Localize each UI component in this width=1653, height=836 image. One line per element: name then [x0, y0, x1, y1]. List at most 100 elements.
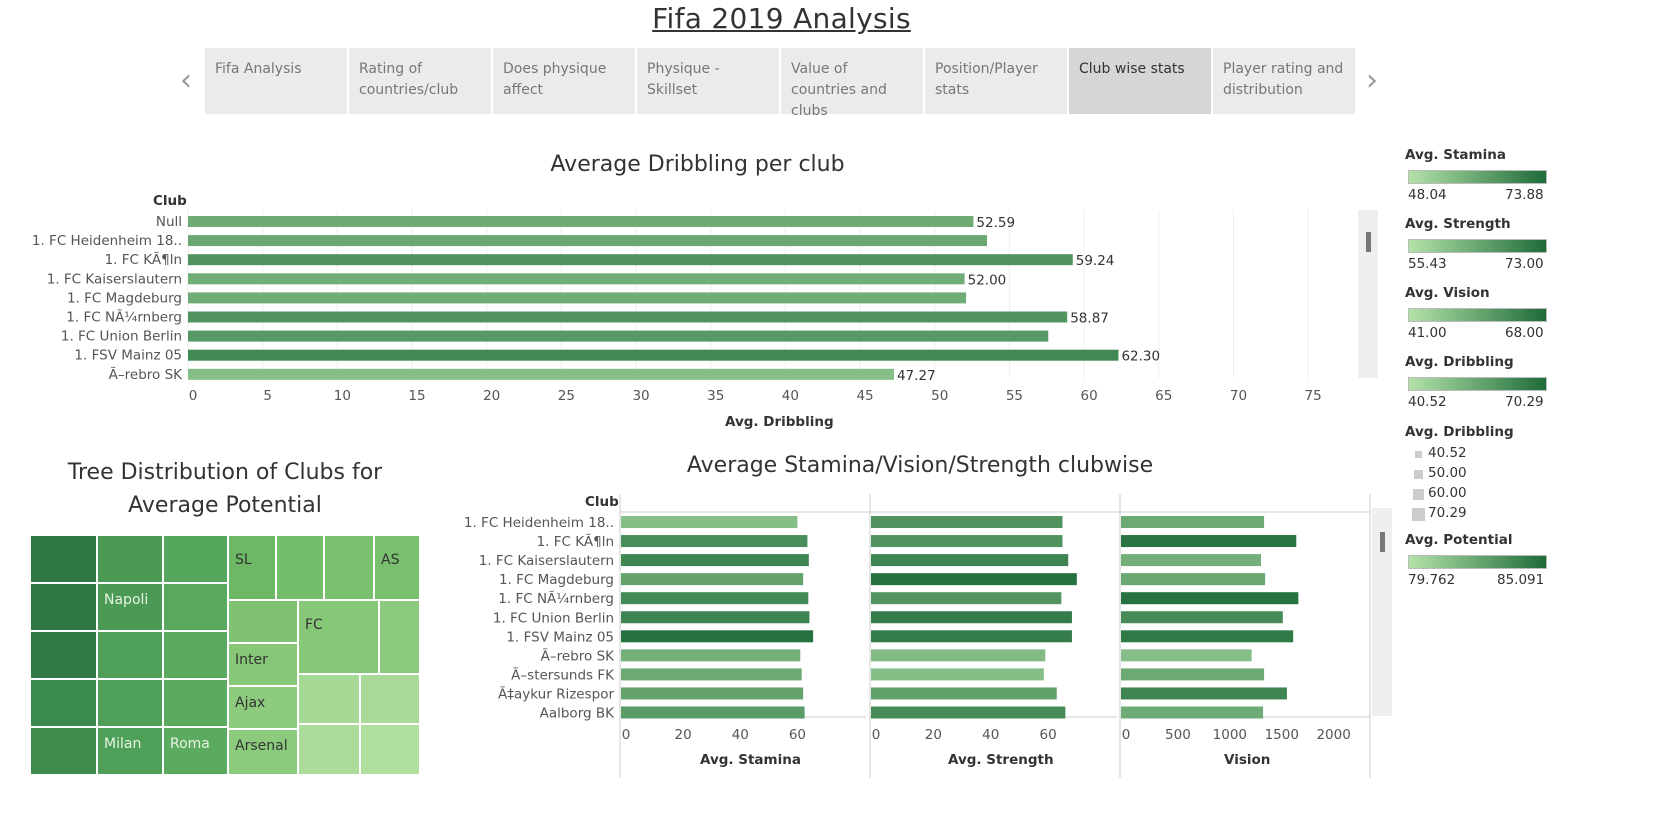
- tab-club-wise-stats[interactable]: Club wise stats: [1069, 48, 1211, 114]
- treemap-cell[interactable]: [163, 679, 228, 727]
- treemap-cell[interactable]: [163, 535, 228, 583]
- multi-bar[interactable]: [871, 516, 1063, 528]
- treemap-cell[interactable]: Ajax: [228, 686, 298, 729]
- treemap-cell[interactable]: [163, 583, 228, 631]
- treemap-cell[interactable]: Milan: [97, 727, 163, 775]
- tab-fifa-analysis[interactable]: Fifa Analysis: [205, 48, 347, 114]
- treemap-cell[interactable]: AS: [374, 535, 420, 600]
- multi-bar[interactable]: [1121, 535, 1297, 548]
- multi-bar[interactable]: [1121, 706, 1264, 719]
- multi-bar[interactable]: [871, 630, 1072, 643]
- dribbling-bar[interactable]: [188, 368, 894, 380]
- chevron-right-icon[interactable]: ›: [1366, 63, 1378, 98]
- multi-bar[interactable]: [621, 592, 809, 605]
- treemap-cell[interactable]: SL: [228, 535, 276, 600]
- dribbling-x-tick: 20: [483, 388, 500, 404]
- dribbling-bar[interactable]: [188, 216, 974, 227]
- multi-bar[interactable]: [1121, 611, 1283, 624]
- dribbling-bar[interactable]: [188, 273, 965, 285]
- treemap-cell[interactable]: [30, 535, 97, 583]
- treemap-cell[interactable]: Arsenal: [228, 729, 298, 775]
- treemap-cell[interactable]: [30, 679, 97, 727]
- multi-bar[interactable]: [621, 706, 805, 719]
- multi-bar[interactable]: [871, 649, 1046, 662]
- multi-bar[interactable]: [621, 573, 804, 586]
- multi-bar[interactable]: [1121, 687, 1287, 700]
- treemap-cell[interactable]: Roma: [163, 727, 228, 775]
- multi-bar[interactable]: [621, 554, 809, 567]
- treemap-cell[interactable]: [360, 724, 420, 775]
- potential-legend-max: 85.091: [1497, 572, 1545, 588]
- multi-bar[interactable]: [871, 573, 1077, 586]
- dribbling-scrollbar[interactable]: [1358, 210, 1378, 378]
- multi-bar[interactable]: [621, 630, 814, 643]
- multi-bar[interactable]: [871, 687, 1057, 700]
- dribbling-bar[interactable]: [188, 349, 1119, 361]
- multi-club-label: Ã–stersunds FK: [511, 666, 615, 683]
- treemap-cell[interactable]: Napoli: [97, 583, 163, 631]
- tab-does-physique-affect[interactable]: Does physique affect: [493, 48, 635, 114]
- treemap-cell[interactable]: [379, 600, 420, 674]
- treemap-label: Inter: [235, 652, 268, 668]
- multi-bar[interactable]: [1121, 630, 1294, 643]
- dribbling-club-label: 1. FC NÃ¼rnberg: [66, 309, 182, 326]
- dribbling-bar[interactable]: [188, 311, 1068, 323]
- tab-player-rating-and-distribution[interactable]: Player rating and distribution: [1213, 48, 1355, 114]
- dribbling-club-label: 1. FC Heidenheim 18..: [32, 233, 182, 249]
- dribbling-bar[interactable]: [188, 254, 1073, 266]
- multi-bar[interactable]: [1121, 668, 1265, 681]
- multi-bar[interactable]: [871, 592, 1062, 605]
- treemap-cell[interactable]: [228, 600, 298, 643]
- treemap-cell[interactable]: [30, 727, 97, 775]
- tab-physique-skillset[interactable]: Physique - Skillset: [637, 48, 779, 114]
- multi-bar[interactable]: [871, 668, 1044, 681]
- tab-value-of-countries-and-clubs[interactable]: Value of countries and clubs: [781, 48, 923, 119]
- treemap-cell[interactable]: [298, 674, 360, 724]
- treemap-cell[interactable]: [324, 535, 374, 600]
- dribbling-legend-gradient: [1408, 377, 1547, 391]
- multi-scroll-thumb[interactable]: [1380, 532, 1385, 552]
- multi-bar[interactable]: [871, 706, 1066, 719]
- treemap-cell[interactable]: FC: [298, 600, 379, 674]
- dribbling-scroll-thumb[interactable]: [1366, 232, 1371, 252]
- strength-legend-gradient: [1408, 239, 1547, 253]
- tab-rating-of-countries-club[interactable]: Rating of countries/club: [349, 48, 491, 114]
- treemap-cell[interactable]: [30, 631, 97, 679]
- multi-bar[interactable]: [871, 554, 1069, 567]
- treemap-cell[interactable]: [163, 631, 228, 679]
- tab-position-player-stats[interactable]: Position/Player stats: [925, 48, 1067, 114]
- treemap-cell[interactable]: [276, 535, 324, 600]
- multi-bar[interactable]: [871, 535, 1063, 548]
- dribbling-size-legend-value: 60.00: [1428, 485, 1467, 501]
- dribbling-bar[interactable]: [188, 292, 967, 304]
- multi-x-tick: 2000: [1316, 727, 1350, 743]
- multi-bar[interactable]: [621, 611, 810, 624]
- stamina-legend-min: 48.04: [1408, 187, 1447, 203]
- dribbling-club-label: 1. FC KÃ¶ln: [105, 251, 182, 268]
- multi-scrollbar[interactable]: [1372, 508, 1392, 716]
- multi-bar[interactable]: [621, 687, 804, 700]
- multi-bar[interactable]: [1121, 573, 1266, 586]
- chevron-left-icon[interactable]: ‹: [180, 63, 192, 98]
- multi-bar[interactable]: [621, 649, 801, 662]
- multi-bar[interactable]: [871, 611, 1072, 624]
- treemap-label: Milan: [104, 736, 142, 752]
- treemap-cell[interactable]: Inter: [228, 643, 298, 686]
- dribbling-size-swatch: [1413, 489, 1424, 500]
- dribbling-bar[interactable]: [188, 235, 988, 247]
- treemap-cell[interactable]: [97, 679, 163, 727]
- treemap-cell[interactable]: [30, 583, 97, 631]
- dribbling-bar[interactable]: [188, 330, 1049, 342]
- multi-bar[interactable]: [1121, 649, 1252, 662]
- treemap-cell[interactable]: [360, 674, 420, 724]
- multi-bar[interactable]: [621, 516, 798, 528]
- treemap-cell[interactable]: [97, 535, 163, 583]
- multi-bar[interactable]: [621, 668, 802, 681]
- treemap-cell[interactable]: [298, 724, 360, 775]
- multi-bar[interactable]: [621, 535, 808, 548]
- multi-bar[interactable]: [1121, 592, 1299, 605]
- treemap-cell[interactable]: [97, 631, 163, 679]
- multi-x-tick: 1000: [1213, 727, 1247, 743]
- multi-bar[interactable]: [1121, 516, 1265, 528]
- multi-bar[interactable]: [1121, 554, 1261, 567]
